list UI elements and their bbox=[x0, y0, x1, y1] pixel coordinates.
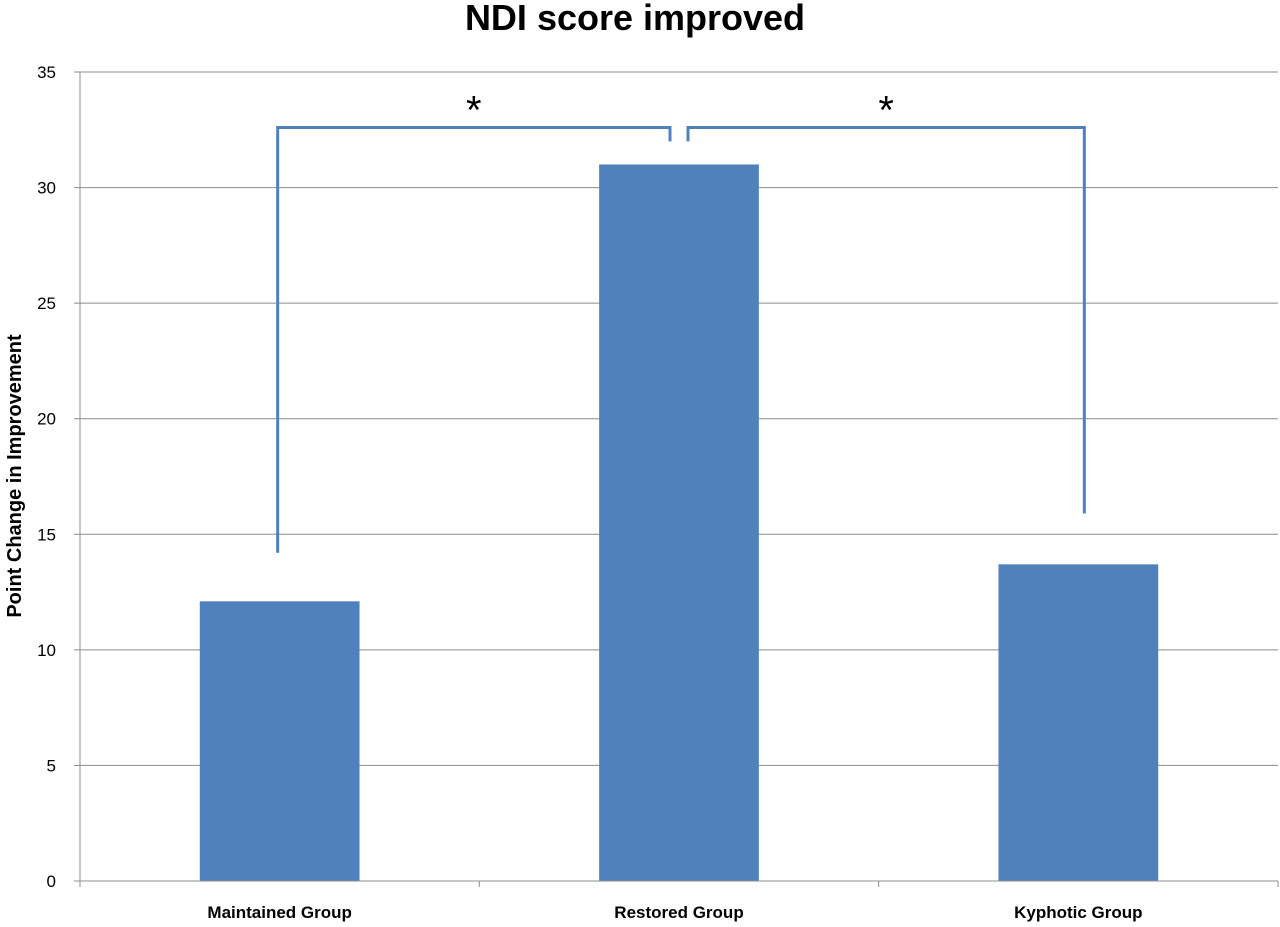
significance-star: * bbox=[466, 88, 482, 132]
y-tick-label: 25 bbox=[37, 294, 56, 313]
y-tick-label: 35 bbox=[37, 63, 56, 82]
x-tick-label: Restored Group bbox=[614, 903, 743, 922]
y-tick-labels: 0 5 10 15 20 25 30 35 bbox=[37, 63, 56, 891]
significance-star: * bbox=[878, 88, 894, 132]
chart-title: NDI score improved bbox=[465, 0, 805, 38]
significance-annotations: * * bbox=[276, 88, 1086, 553]
bar bbox=[599, 164, 759, 881]
y-tick-label: 0 bbox=[47, 872, 56, 891]
significance-bracket bbox=[686, 125, 1086, 514]
x-tick-labels: Maintained Group Restored Group Kyphotic G… bbox=[207, 903, 1142, 922]
y-tick-label: 15 bbox=[37, 525, 56, 544]
y-tick-label: 30 bbox=[37, 179, 56, 198]
bar bbox=[199, 601, 360, 881]
x-tick-label: Maintained Group bbox=[207, 903, 352, 922]
y-axis-label: Point Change in Improvement bbox=[4, 334, 26, 618]
axes bbox=[74, 71, 1279, 887]
bars bbox=[199, 164, 1159, 881]
x-tick-label: Kyphotic Group bbox=[1014, 903, 1142, 922]
y-tick-label: 5 bbox=[47, 756, 56, 775]
y-tick-label: 10 bbox=[37, 641, 56, 660]
bar bbox=[998, 564, 1159, 881]
significance-bracket bbox=[276, 125, 672, 553]
y-tick-label: 20 bbox=[37, 410, 56, 429]
